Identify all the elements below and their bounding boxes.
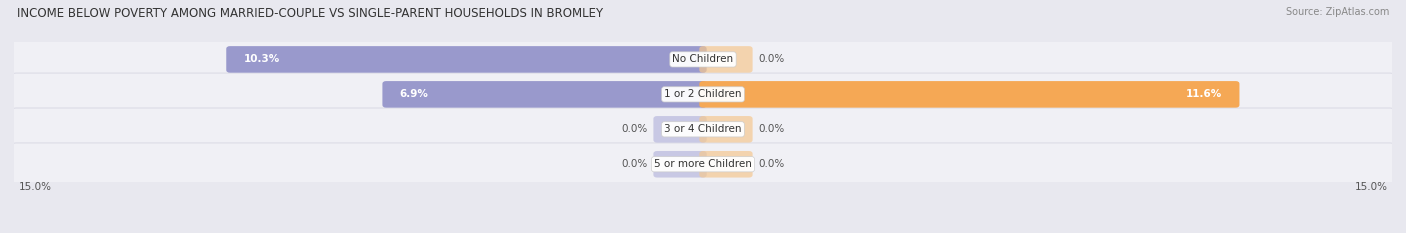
FancyBboxPatch shape bbox=[10, 143, 1396, 186]
FancyBboxPatch shape bbox=[654, 116, 707, 143]
FancyBboxPatch shape bbox=[654, 151, 707, 178]
Text: 15.0%: 15.0% bbox=[18, 182, 52, 192]
Text: 15.0%: 15.0% bbox=[1354, 182, 1388, 192]
Text: 0.0%: 0.0% bbox=[621, 159, 648, 169]
Text: 0.0%: 0.0% bbox=[758, 159, 785, 169]
Text: 3 or 4 Children: 3 or 4 Children bbox=[664, 124, 742, 134]
FancyBboxPatch shape bbox=[10, 108, 1396, 151]
FancyBboxPatch shape bbox=[699, 81, 1240, 108]
Text: 0.0%: 0.0% bbox=[758, 55, 785, 64]
Text: 11.6%: 11.6% bbox=[1185, 89, 1222, 99]
Text: No Children: No Children bbox=[672, 55, 734, 64]
Text: 6.9%: 6.9% bbox=[399, 89, 429, 99]
Text: 0.0%: 0.0% bbox=[758, 124, 785, 134]
Text: 1 or 2 Children: 1 or 2 Children bbox=[664, 89, 742, 99]
Text: 5 or more Children: 5 or more Children bbox=[654, 159, 752, 169]
FancyBboxPatch shape bbox=[10, 38, 1396, 81]
Text: 10.3%: 10.3% bbox=[243, 55, 280, 64]
Text: INCOME BELOW POVERTY AMONG MARRIED-COUPLE VS SINGLE-PARENT HOUSEHOLDS IN BROMLEY: INCOME BELOW POVERTY AMONG MARRIED-COUPL… bbox=[17, 7, 603, 20]
Text: 0.0%: 0.0% bbox=[621, 124, 648, 134]
FancyBboxPatch shape bbox=[226, 46, 707, 73]
FancyBboxPatch shape bbox=[382, 81, 707, 108]
FancyBboxPatch shape bbox=[699, 151, 752, 178]
Text: Source: ZipAtlas.com: Source: ZipAtlas.com bbox=[1285, 7, 1389, 17]
FancyBboxPatch shape bbox=[10, 73, 1396, 116]
FancyBboxPatch shape bbox=[699, 116, 752, 143]
FancyBboxPatch shape bbox=[699, 46, 752, 73]
